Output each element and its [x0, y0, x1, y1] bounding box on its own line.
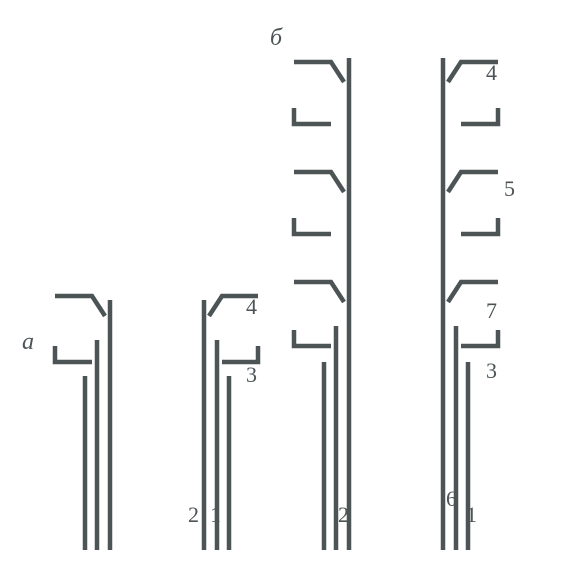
b-funnel-left-0-upper — [294, 62, 344, 82]
b-num-3: 3 — [486, 360, 497, 382]
a-num-4: 4 — [246, 296, 257, 318]
b-funnel-right-1-lower — [461, 218, 498, 234]
panel-label-a: а — [22, 330, 34, 354]
b-funnel-right-1-upper — [448, 172, 498, 192]
b-funnel-left-1-lower — [294, 218, 331, 234]
b-funnel-right-2-lower — [461, 330, 498, 346]
b-num-4: 4 — [486, 62, 497, 84]
a-num-3: 3 — [246, 364, 257, 386]
b-num-5: 5 — [504, 178, 515, 200]
b-num-6: 6 — [446, 488, 457, 510]
diagram-svg — [0, 0, 572, 576]
panel-label-b: б — [270, 26, 282, 50]
b-funnel-right-0-lower — [461, 108, 498, 124]
a-funnel-lower-left — [55, 346, 92, 362]
b-funnel-left-2-upper — [294, 282, 344, 302]
b-num-2: 2 — [338, 504, 349, 526]
b-funnel-left-1-upper — [294, 172, 344, 192]
a-funnel-upper-left — [55, 296, 105, 316]
b-num-7: 7 — [486, 300, 497, 322]
a-funnel-lower-right — [222, 346, 258, 362]
b-num-1: 1 — [466, 504, 477, 526]
a-num-2: 2 — [188, 504, 199, 526]
a-num-1: 1 — [210, 504, 221, 526]
b-funnel-left-0-lower — [294, 108, 331, 124]
b-funnel-left-2-lower — [294, 330, 331, 346]
